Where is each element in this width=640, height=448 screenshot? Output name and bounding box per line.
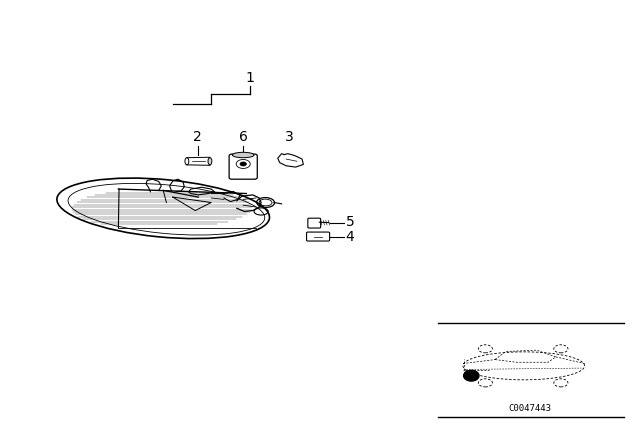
Text: 3: 3 xyxy=(285,130,294,144)
Circle shape xyxy=(463,370,479,381)
Text: 5: 5 xyxy=(346,215,355,229)
Ellipse shape xyxy=(232,152,254,158)
Text: 1: 1 xyxy=(245,71,254,85)
Ellipse shape xyxy=(208,158,212,165)
Text: 6: 6 xyxy=(239,130,248,144)
Text: C0047443: C0047443 xyxy=(509,404,552,413)
Text: 2: 2 xyxy=(193,130,202,144)
Ellipse shape xyxy=(240,162,246,166)
Text: 4: 4 xyxy=(346,229,355,244)
